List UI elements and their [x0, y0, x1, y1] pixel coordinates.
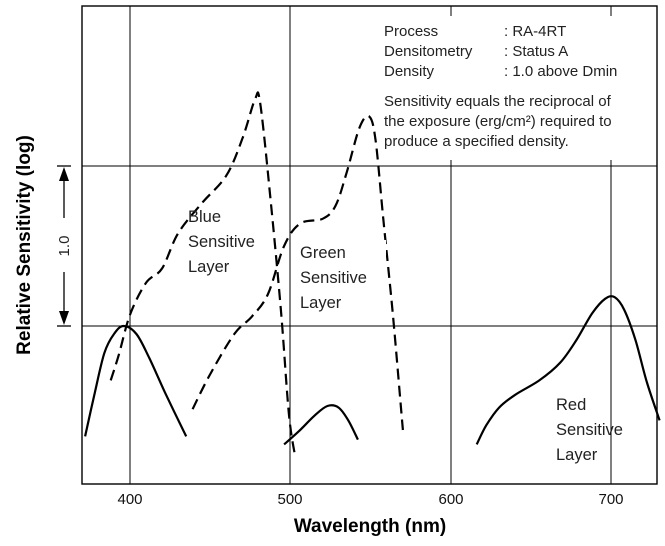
label-red-line-2: Sensitive	[556, 421, 623, 439]
scale-arrow-up	[59, 167, 69, 181]
scale-arrow-down	[59, 311, 69, 325]
curve-labels: Blue Sensitive Layer Green Sensitive Lay…	[188, 208, 623, 464]
label-red-line-1: Red	[556, 396, 586, 414]
label-green-line-3: Layer	[300, 294, 342, 312]
info-backdrop	[380, 16, 655, 160]
note-line-2: the exposure (erg/cm²) required to	[384, 113, 612, 130]
x-tick-labels: 400 500 600 700	[117, 491, 623, 508]
label-red-line-3: Layer	[556, 446, 598, 464]
note-line-1: Sensitivity equals the reciprocal of	[384, 93, 612, 110]
info-key-densitometry: Densitometry	[384, 43, 473, 60]
label-blue-line-1: Blue	[188, 208, 221, 226]
label-green-line-2: Sensitive	[300, 269, 367, 287]
x-tick-label-400: 400	[117, 491, 142, 508]
note-line-3: produce a specified density.	[384, 133, 569, 150]
info-value-density: : 1.0 above Dmin	[504, 63, 617, 80]
plot-area	[81, 5, 658, 485]
info-value-process: : RA-4RT	[504, 23, 566, 40]
label-blue-line-3: Layer	[188, 258, 230, 276]
scale-label: 1.0	[56, 236, 73, 257]
series-line-2	[84, 324, 188, 437]
label-green-line-1: Green	[300, 244, 346, 262]
series-line-0	[109, 91, 297, 458]
x-tick-label-700: 700	[598, 491, 623, 508]
x-tick-label-500: 500	[277, 491, 302, 508]
info-box: Process : RA-4RT Densitometry : Status A…	[384, 23, 617, 150]
y-axis-title: Relative Sensitivity (log)	[14, 135, 35, 355]
curves	[84, 91, 661, 458]
label-blue-line-2: Sensitive	[188, 233, 255, 251]
info-key-process: Process	[384, 23, 438, 40]
series-line-4	[475, 295, 661, 445]
x-tick-label-600: 600	[438, 491, 463, 508]
scale-indicator: 1.0	[56, 165, 73, 327]
info-key-density: Density	[384, 63, 435, 80]
x-axis-title: Wavelength (nm)	[294, 516, 446, 537]
green-label-backdrop	[294, 240, 386, 312]
series-line-3	[283, 404, 359, 446]
info-value-densitometry: : Status A	[504, 43, 568, 60]
series-line-1	[191, 114, 404, 431]
